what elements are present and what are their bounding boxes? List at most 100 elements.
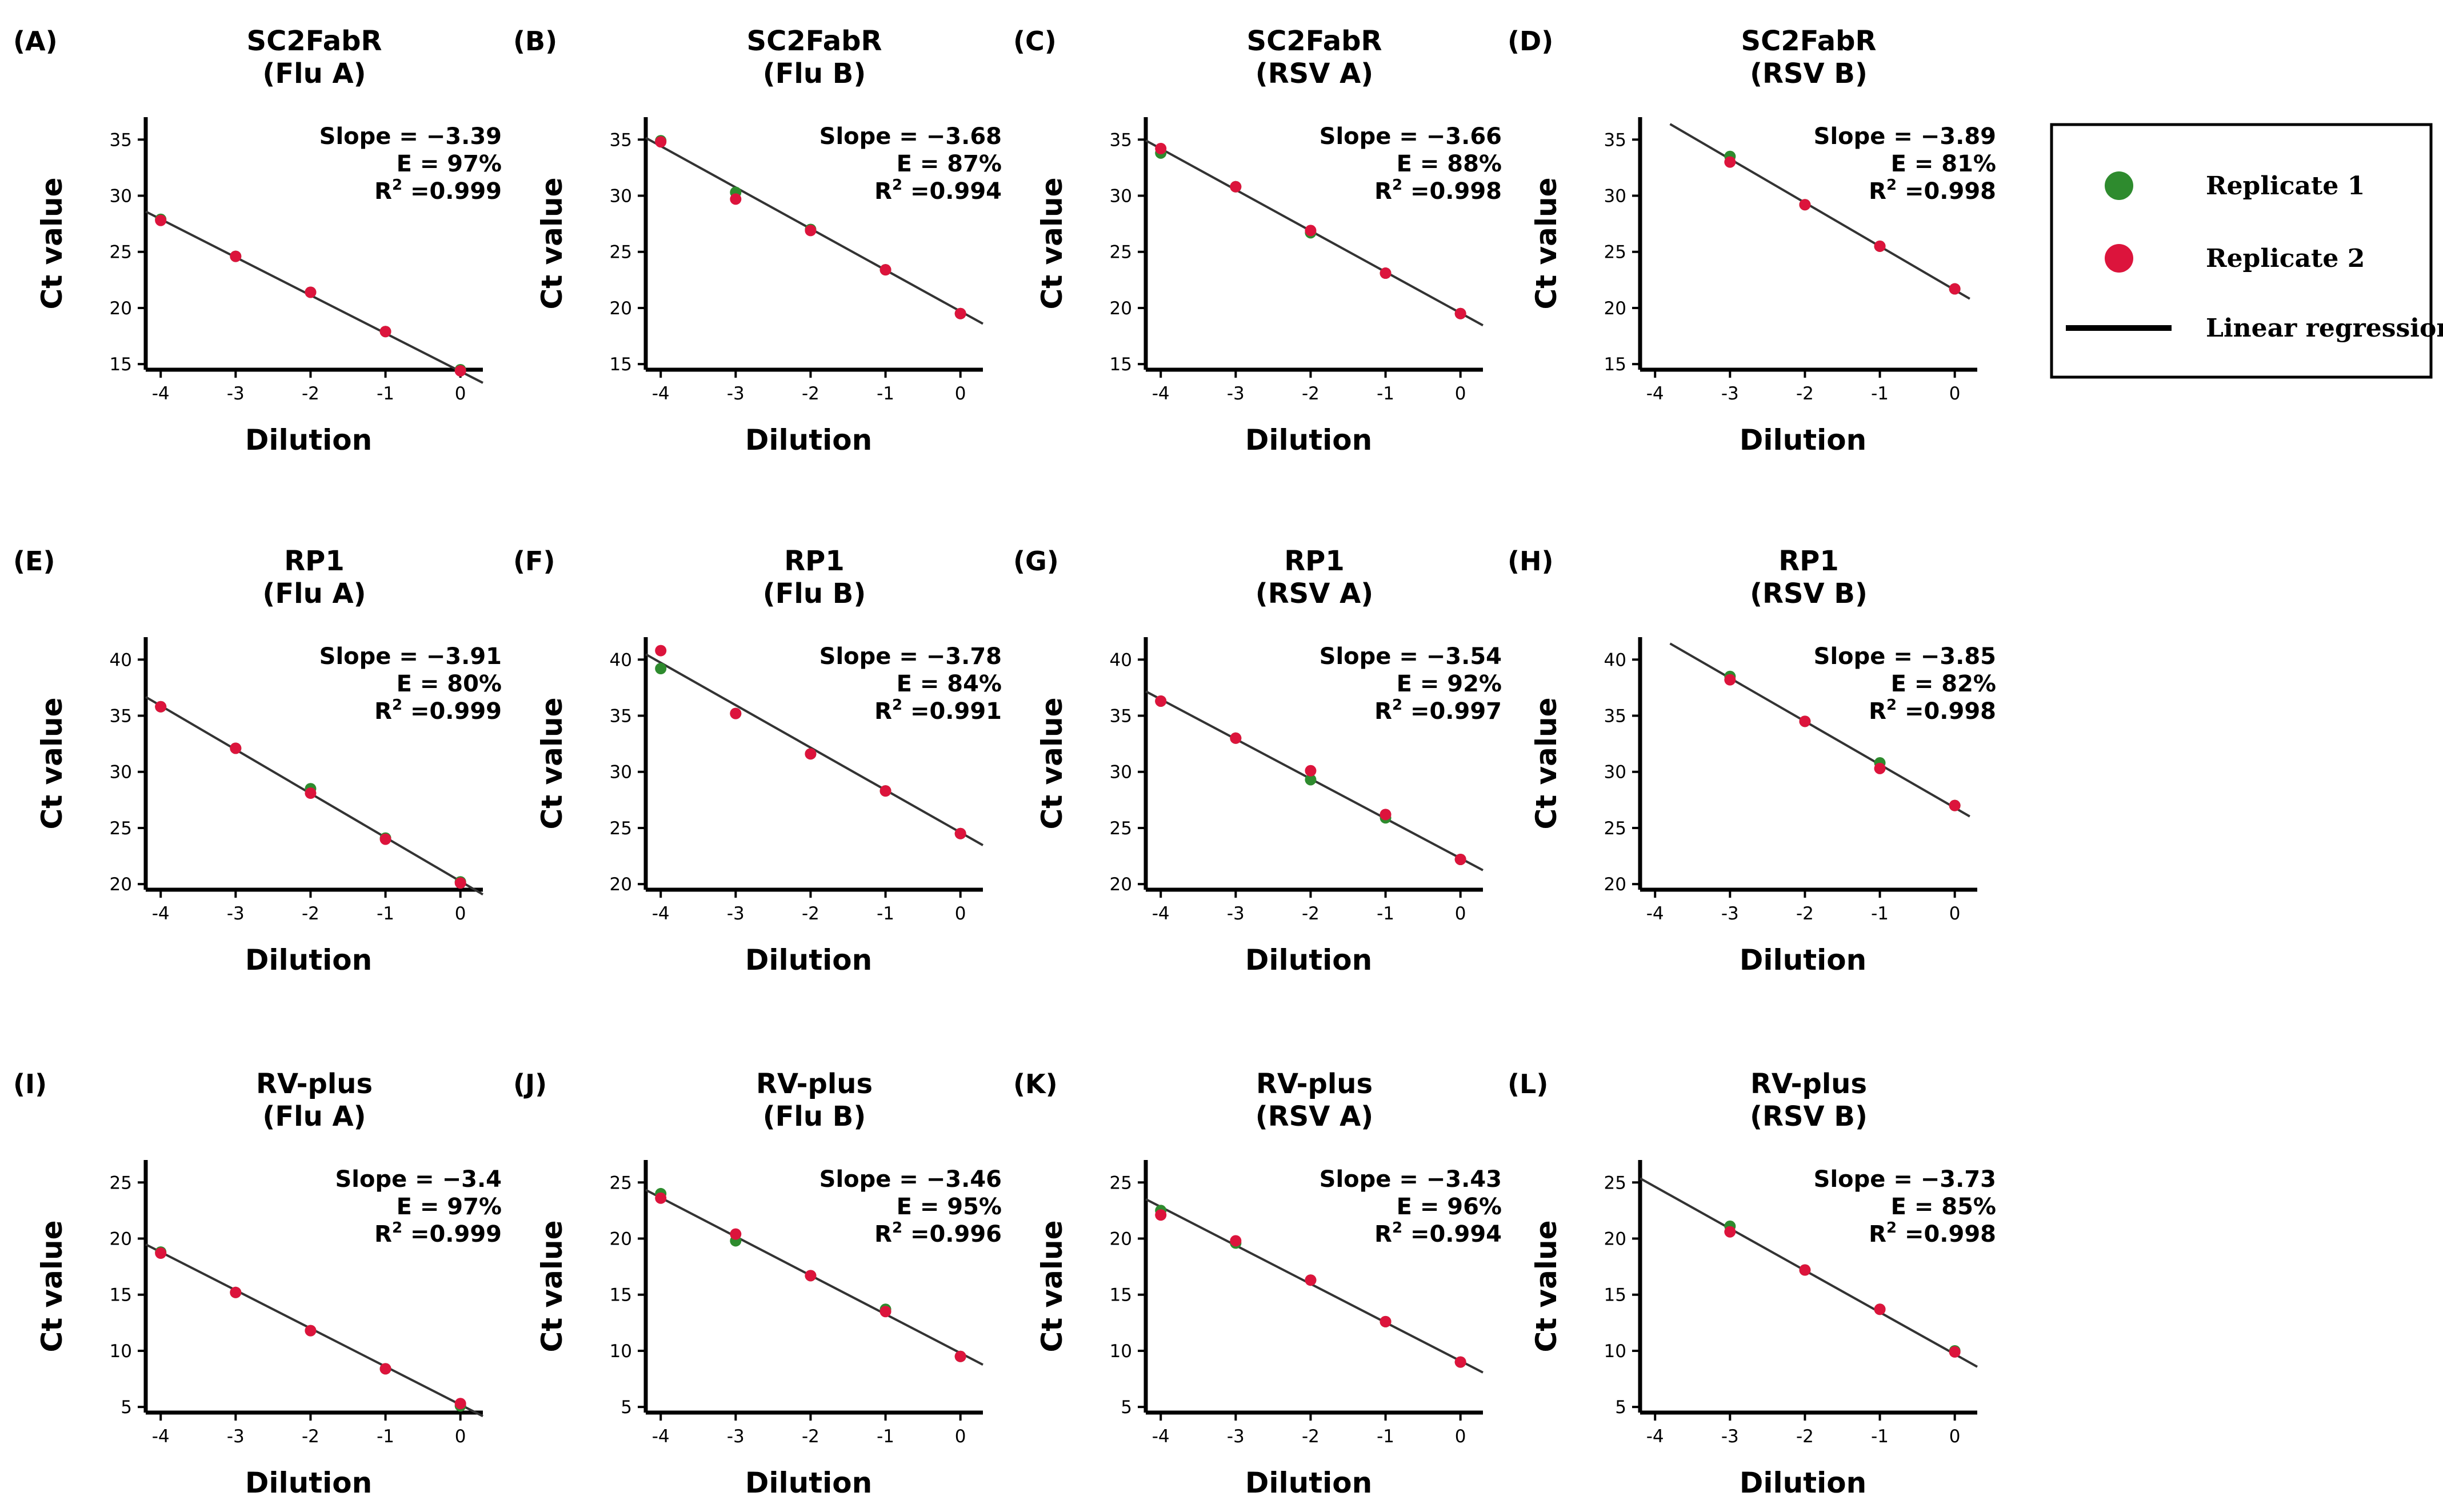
x-tick-label: 0	[1455, 383, 1466, 404]
r2-text: R2 =0.994	[874, 177, 1002, 205]
panel-title: RV-plus	[1750, 1068, 1867, 1100]
y-tick-label: 25	[1110, 818, 1132, 839]
replicate-2-point	[1949, 283, 1961, 295]
x-tick-label: -4	[652, 1426, 670, 1447]
x-tick-label: 0	[1455, 903, 1466, 924]
slope-text: Slope = −3.4	[335, 1166, 502, 1193]
r2-text: R2 =0.998	[1869, 697, 1996, 725]
replicate-2-point	[379, 833, 391, 845]
x-tick-label: -2	[302, 1426, 319, 1447]
replicate-2-point	[1305, 1274, 1317, 1286]
efficiency-text: E = 88%	[1397, 151, 1502, 177]
y-tick-label: 35	[1110, 706, 1132, 727]
y-axis-label: Ct value	[535, 178, 569, 310]
chart-panel: (E) RP1(Flu A) 20 25 30 35 40 -4 -3 -2 -1 0 Dilution…	[13, 545, 502, 977]
panel-title: SC2FabR	[247, 25, 382, 57]
x-tick-label: -4	[1152, 383, 1170, 404]
r2-text: R2 =0.999	[374, 1219, 502, 1247]
replicate-2-point	[1874, 762, 1886, 774]
x-tick-label: -1	[377, 903, 394, 924]
chart-panel: (L) RV-plus(RSV B) 5 10 15 20 25 -4 -3 -2 -1 0 Dilut…	[1508, 1068, 1996, 1499]
legend-label: Linear regression	[2206, 314, 2443, 343]
replicate-2-point	[879, 785, 891, 797]
efficiency-text: E = 92%	[1397, 671, 1502, 697]
replicate-2-point	[230, 1286, 242, 1298]
panel-title: SC2FabR	[1247, 25, 1382, 57]
y-axis-label: Ct value	[35, 1221, 69, 1353]
x-tick-label: -1	[377, 1426, 394, 1447]
chart-panel: (G) RP1(RSV A) 20 25 30 35 40 -4 -3 -2 -1 0 Dilution…	[1013, 545, 1502, 977]
y-tick-label: 35	[110, 130, 132, 150]
replicate-2-point	[1799, 199, 1811, 211]
y-tick-label: 25	[610, 818, 632, 839]
replicate-2-point	[1305, 225, 1317, 237]
replicate-2-point	[1799, 1264, 1811, 1276]
legend-replicate-2-marker	[2105, 244, 2133, 273]
replicate-2-point	[879, 1306, 891, 1318]
panel-title: RV-plus	[756, 1068, 873, 1100]
x-axis-label: Dilution	[745, 943, 872, 977]
y-axis-label: Ct value	[1530, 178, 1563, 310]
replicate-2-point	[230, 250, 242, 262]
x-tick-label: -3	[227, 1426, 245, 1447]
legend-replicate-1-marker	[2105, 171, 2133, 200]
replicate-2-point	[305, 787, 317, 799]
y-axis-label: Ct value	[535, 1221, 569, 1353]
y-tick-label: 25	[110, 818, 132, 839]
y-tick-label: 25	[110, 242, 132, 263]
x-tick-label: -2	[302, 903, 319, 924]
y-tick-label: 30	[110, 186, 132, 207]
replicate-2-point	[730, 707, 742, 719]
y-tick-label: 30	[610, 186, 632, 207]
panel-letter: (E)	[13, 546, 55, 577]
replicate-2-point	[1380, 1315, 1392, 1327]
replicate-2-point	[1230, 732, 1242, 744]
r2-text: R2 =0.997	[1374, 697, 1502, 725]
x-tick-label: -2	[1796, 1426, 1814, 1447]
replicate-2-point	[655, 136, 667, 148]
x-tick-label: 0	[955, 383, 966, 404]
y-tick-label: 25	[1604, 1173, 1626, 1193]
y-axis-label: Ct value	[1035, 178, 1069, 310]
replicate-2-point	[155, 214, 167, 226]
slope-text: Slope = −3.78	[819, 643, 1002, 670]
panel-subtitle: (Flu A)	[262, 578, 366, 610]
replicate-2-point	[1724, 156, 1736, 168]
y-tick-label: 35	[1604, 706, 1626, 727]
replicate-2-point	[1949, 1346, 1961, 1358]
x-axis-label: Dilution	[1740, 423, 1866, 457]
replicate-2-point	[454, 365, 466, 377]
panel-letter: (K)	[1013, 1069, 1058, 1099]
x-tick-label: -2	[802, 903, 819, 924]
x-tick-label: -3	[727, 1426, 745, 1447]
x-tick-label: -4	[1152, 903, 1170, 924]
legend: Replicate 1 Replicate 2 Linear regression	[2050, 123, 2443, 379]
x-tick-label: -1	[877, 903, 894, 924]
panel-letter: (H)	[1508, 546, 1554, 577]
replicate-2-point	[155, 701, 167, 713]
panel-subtitle: (Flu A)	[262, 1101, 366, 1133]
efficiency-text: E = 82%	[1891, 671, 1996, 697]
x-tick-label: -3	[227, 383, 245, 404]
slope-text: Slope = −3.46	[819, 1166, 1002, 1193]
x-tick-label: 0	[455, 383, 466, 404]
panel-subtitle: (Flu B)	[763, 578, 866, 610]
panel-title: RP1	[284, 545, 345, 577]
panel-subtitle: (RSV A)	[1256, 58, 1373, 90]
y-tick-label: 5	[1121, 1397, 1132, 1418]
y-tick-label: 15	[1604, 1285, 1626, 1306]
x-tick-label: -1	[1377, 903, 1394, 924]
chart-panel: (J) RV-plus(Flu B) 5 10 15 20 25 -4 -3 -2 -1 0 Dilut…	[513, 1068, 1002, 1499]
y-tick-label: 25	[610, 242, 632, 263]
replicate-2-point	[1305, 765, 1317, 777]
slope-text: Slope = −3.91	[319, 643, 502, 670]
y-axis-label: Ct value	[1530, 698, 1563, 830]
y-tick-label: 35	[1110, 130, 1132, 150]
y-tick-label: 40	[1110, 650, 1132, 670]
x-tick-label: -3	[227, 903, 245, 924]
y-tick-label: 5	[121, 1397, 132, 1418]
x-tick-label: -3	[727, 383, 745, 404]
efficiency-text: E = 81%	[1891, 151, 1996, 177]
x-tick-label: 0	[1949, 1426, 1961, 1447]
